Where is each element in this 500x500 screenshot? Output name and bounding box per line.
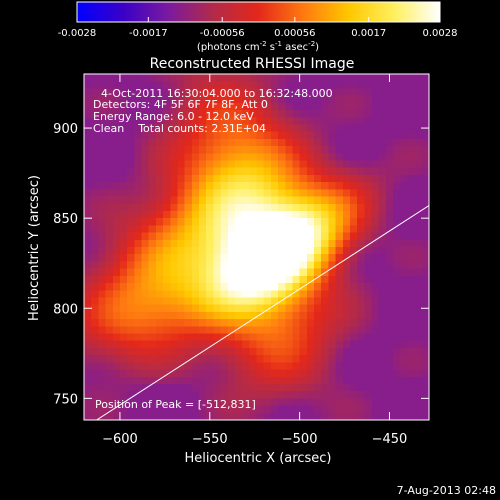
observation-info: 4-Oct-2011 16:30:04.000 to 16:32:48.000 … [93, 87, 333, 411]
footer-date: 7-Aug-2013 02:48 [397, 484, 496, 497]
y-tick-label: 850 [53, 212, 78, 227]
colorbar: -0.0028 -0.0017 -0.00056 0.00056 0.0017 0.002… [58, 1, 458, 53]
x-axis-label: Heliocentric X (arcsec) [185, 451, 332, 466]
info-time-range: 4-Oct-2011 16:30:04.000 to 16:32:48.000 [101, 87, 333, 100]
info-detectors: Detectors: 4F 5F 6F 7F 8F, Att 0 [93, 98, 268, 111]
x-tick-label: −600 [102, 432, 138, 447]
x-tick-label: −500 [282, 432, 318, 447]
info-energy-range: Energy Range: 6.0 - 12.0 keV [93, 110, 254, 123]
info-clean-counts: Clean Total counts: 2.31E+04 [93, 122, 266, 135]
y-tick-label: 900 [53, 122, 78, 137]
plot-area: −600 −550 −500 −450 750 800 850 900 [53, 73, 430, 447]
colorbar-gradient [76, 1, 441, 23]
y-tick-label: 750 [53, 392, 78, 407]
axis-ticks: −600 −550 −500 −450 750 800 850 900 [53, 74, 429, 447]
chart-title: Reconstructed RHESSI Image [150, 56, 355, 72]
solar-limb-line [96, 205, 429, 420]
y-axis-label: Heliocentric Y (arcsec) [27, 175, 42, 321]
peak-position-label: Position of Peak = [-512,831] [95, 398, 256, 411]
plot-frame [83, 73, 430, 421]
heatmap-image [84, 74, 429, 420]
colorbar-tick-label: -0.00056 [200, 28, 245, 39]
colorbar-tick-label: -0.0017 [129, 28, 168, 39]
colorbar-ticks: -0.0028 -0.0017 -0.00056 0.00056 0.0017 0.002… [58, 17, 458, 39]
colorbar-tick-label: 0.0028 [423, 28, 458, 39]
colorbar-tick-label: 0.00056 [274, 28, 315, 39]
colorbar-units: (photons cm-2 s-1 asec-2) [197, 40, 319, 53]
x-tick-label: −450 [372, 432, 408, 447]
colorbar-tick-label: 0.0017 [351, 28, 386, 39]
colorbar-tick-label: -0.0028 [58, 28, 97, 39]
y-tick-label: 800 [53, 302, 78, 317]
x-tick-label: −550 [192, 432, 228, 447]
